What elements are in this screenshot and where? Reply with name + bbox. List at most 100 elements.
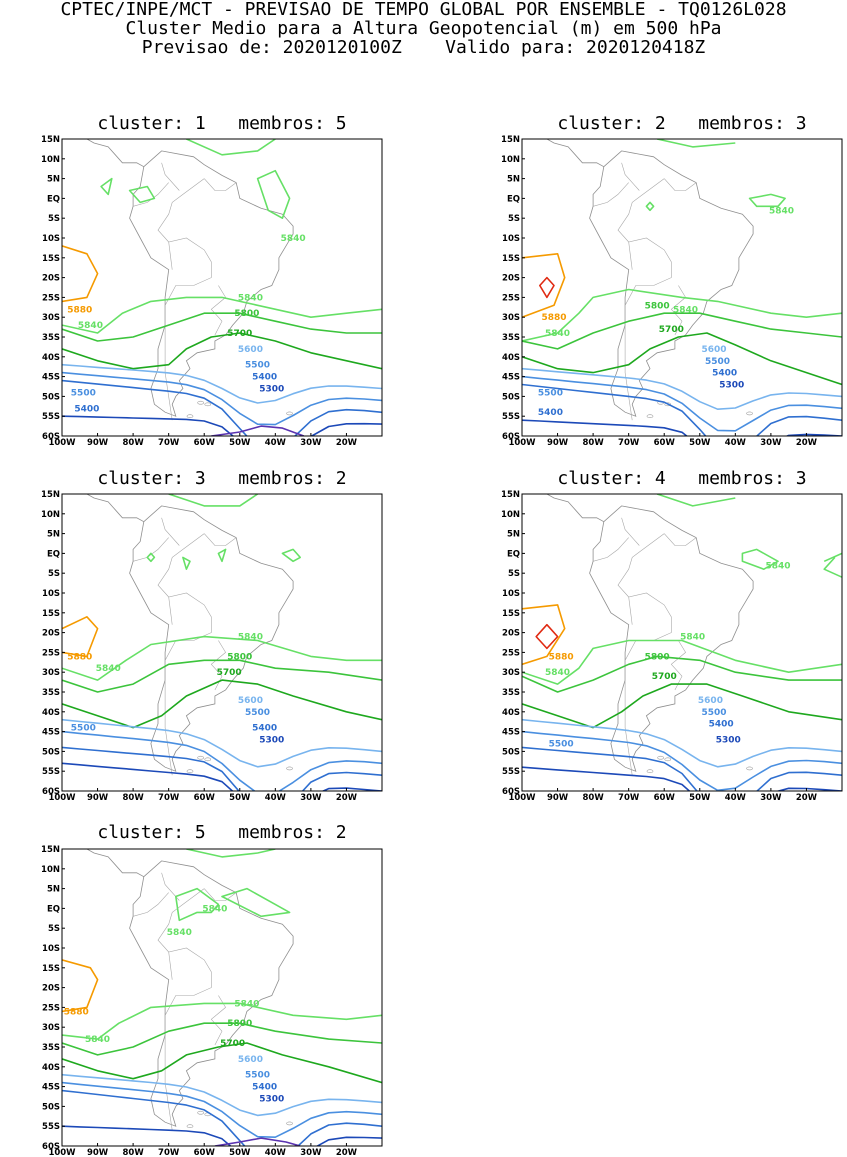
- contour-5600: [62, 718, 382, 768]
- contour-label: 5400: [252, 373, 277, 383]
- lon-tick-label: 50W: [689, 438, 711, 448]
- map-panel-cluster-5: 5840 5840 5880 5840 5840 5800 5700 5600 5500 5400…: [41, 845, 383, 1157]
- lat-tick-label: 10S: [42, 589, 60, 599]
- contour-5840: [656, 494, 736, 507]
- lon-tick-label: 50W: [689, 793, 711, 803]
- contour-5700: [62, 332, 382, 370]
- contour-label: 5400: [712, 369, 737, 379]
- contour-label: 5800: [227, 1019, 252, 1029]
- lat-tick-label: 50S: [42, 1102, 60, 1112]
- contour-5840: [741, 548, 779, 570]
- lon-tick-label: 30W: [300, 793, 322, 803]
- lat-tick-label: 20S: [42, 984, 60, 994]
- lat-tick-label: 40S: [42, 708, 60, 718]
- lon-tick-label: 70W: [618, 793, 640, 803]
- contour-label: 5840: [238, 293, 263, 303]
- contour-5880: [62, 616, 99, 658]
- contour-label: 5400: [252, 1083, 277, 1093]
- lon-tick-label: 20W: [336, 793, 358, 803]
- lat-tick-label: EQ: [47, 194, 60, 204]
- island: [186, 414, 194, 419]
- country-border: [617, 178, 672, 286]
- contour-5600: [62, 1073, 382, 1117]
- lat-tick-label: 55S: [502, 412, 520, 422]
- lat-tick-label: 5S: [508, 569, 520, 579]
- lon-tick-label: 40W: [265, 1148, 287, 1157]
- lat-tick-label: 25S: [42, 293, 60, 303]
- contour-label: 5840: [545, 329, 570, 339]
- contour-label: 5840: [96, 664, 121, 674]
- lon-tick-label: 80W: [123, 438, 145, 448]
- lon-tick-label: 20W: [336, 438, 358, 448]
- country-border: [663, 533, 697, 546]
- coastline: [546, 494, 754, 772]
- country-border: [164, 640, 194, 776]
- panel-title-5: cluster: 5 membros: 2: [97, 822, 347, 843]
- lat-tick-label: 10S: [502, 589, 520, 599]
- contour-5400: [62, 1089, 382, 1146]
- lat-tick-label: 5N: [47, 885, 60, 895]
- lon-tick-label: 20W: [796, 438, 818, 448]
- lat-tick-label: 20S: [502, 274, 520, 284]
- contour-label: 5500: [538, 388, 563, 398]
- coastline: [86, 849, 294, 1127]
- lat-tick-label: 25S: [42, 648, 60, 658]
- island: [186, 769, 194, 774]
- country-border: [628, 596, 633, 625]
- lat-tick-label: 30S: [42, 668, 60, 678]
- lon-tick-label: 70W: [158, 793, 180, 803]
- lat-tick-label: 45S: [42, 373, 60, 383]
- island: [204, 402, 212, 407]
- lat-tick-label: 25S: [502, 293, 520, 303]
- contour-5840: [175, 887, 220, 922]
- contour-5840: [62, 1002, 382, 1040]
- lat-tick-label: 15S: [42, 609, 60, 619]
- contour-5840: [62, 635, 382, 681]
- country-border: [203, 178, 237, 191]
- contour-5840: [100, 177, 113, 196]
- lon-tick-label: 90W: [87, 793, 109, 803]
- coastline: [546, 139, 754, 417]
- lat-tick-label: 15N: [501, 135, 520, 145]
- contour-label: 5700: [659, 325, 684, 335]
- lat-tick-label: 45S: [502, 373, 520, 383]
- contour-label: 5500: [71, 388, 96, 398]
- island: [746, 766, 753, 771]
- contour-label: 5840: [234, 999, 259, 1009]
- panel-title-1: cluster: 1 membros: 5: [97, 113, 347, 134]
- contour-label: 5840: [85, 1035, 110, 1045]
- contour-label: 5600: [701, 345, 726, 355]
- contour-label: 5880: [64, 1007, 89, 1017]
- contour-5840: [146, 552, 156, 563]
- country-border: [133, 182, 169, 207]
- map-panel-cluster-3: 5880 5840 5840 5800 5700 5600 5500 5400 5300 5500…: [41, 490, 383, 803]
- contour-5200: [211, 425, 305, 436]
- contour-5840: [62, 296, 382, 334]
- lon-tick-label: 60W: [194, 438, 216, 448]
- contour-label: 5800: [645, 652, 670, 662]
- contour-label: 5840: [680, 633, 705, 643]
- contour-5800: [522, 655, 842, 693]
- lon-tick-label: 40W: [725, 793, 747, 803]
- island: [746, 411, 753, 416]
- lon-tick-label: 30W: [760, 793, 782, 803]
- contour-label: 5500: [245, 361, 270, 371]
- country-border: [593, 182, 629, 207]
- lat-tick-label: 50S: [42, 392, 60, 402]
- contour-label: 5840: [167, 928, 192, 938]
- island: [664, 402, 672, 407]
- lat-tick-label: 15S: [42, 254, 60, 264]
- country-border: [621, 162, 640, 191]
- lon-tick-label: 50W: [229, 793, 251, 803]
- contour-high: [539, 276, 555, 299]
- country-border: [670, 285, 686, 336]
- header-line-3: Previsao de: 2020120100Z Valido para: 20…: [141, 37, 706, 58]
- lat-tick-label: 55S: [42, 412, 60, 422]
- lat-tick-label: 5S: [48, 569, 60, 579]
- contour-5800: [62, 1022, 382, 1056]
- lat-tick-label: 15S: [42, 964, 60, 974]
- lat-tick-label: 30S: [502, 668, 520, 678]
- lat-tick-label: 10N: [41, 155, 60, 165]
- lon-tick-label: 90W: [547, 793, 569, 803]
- contour-5880: [522, 604, 566, 666]
